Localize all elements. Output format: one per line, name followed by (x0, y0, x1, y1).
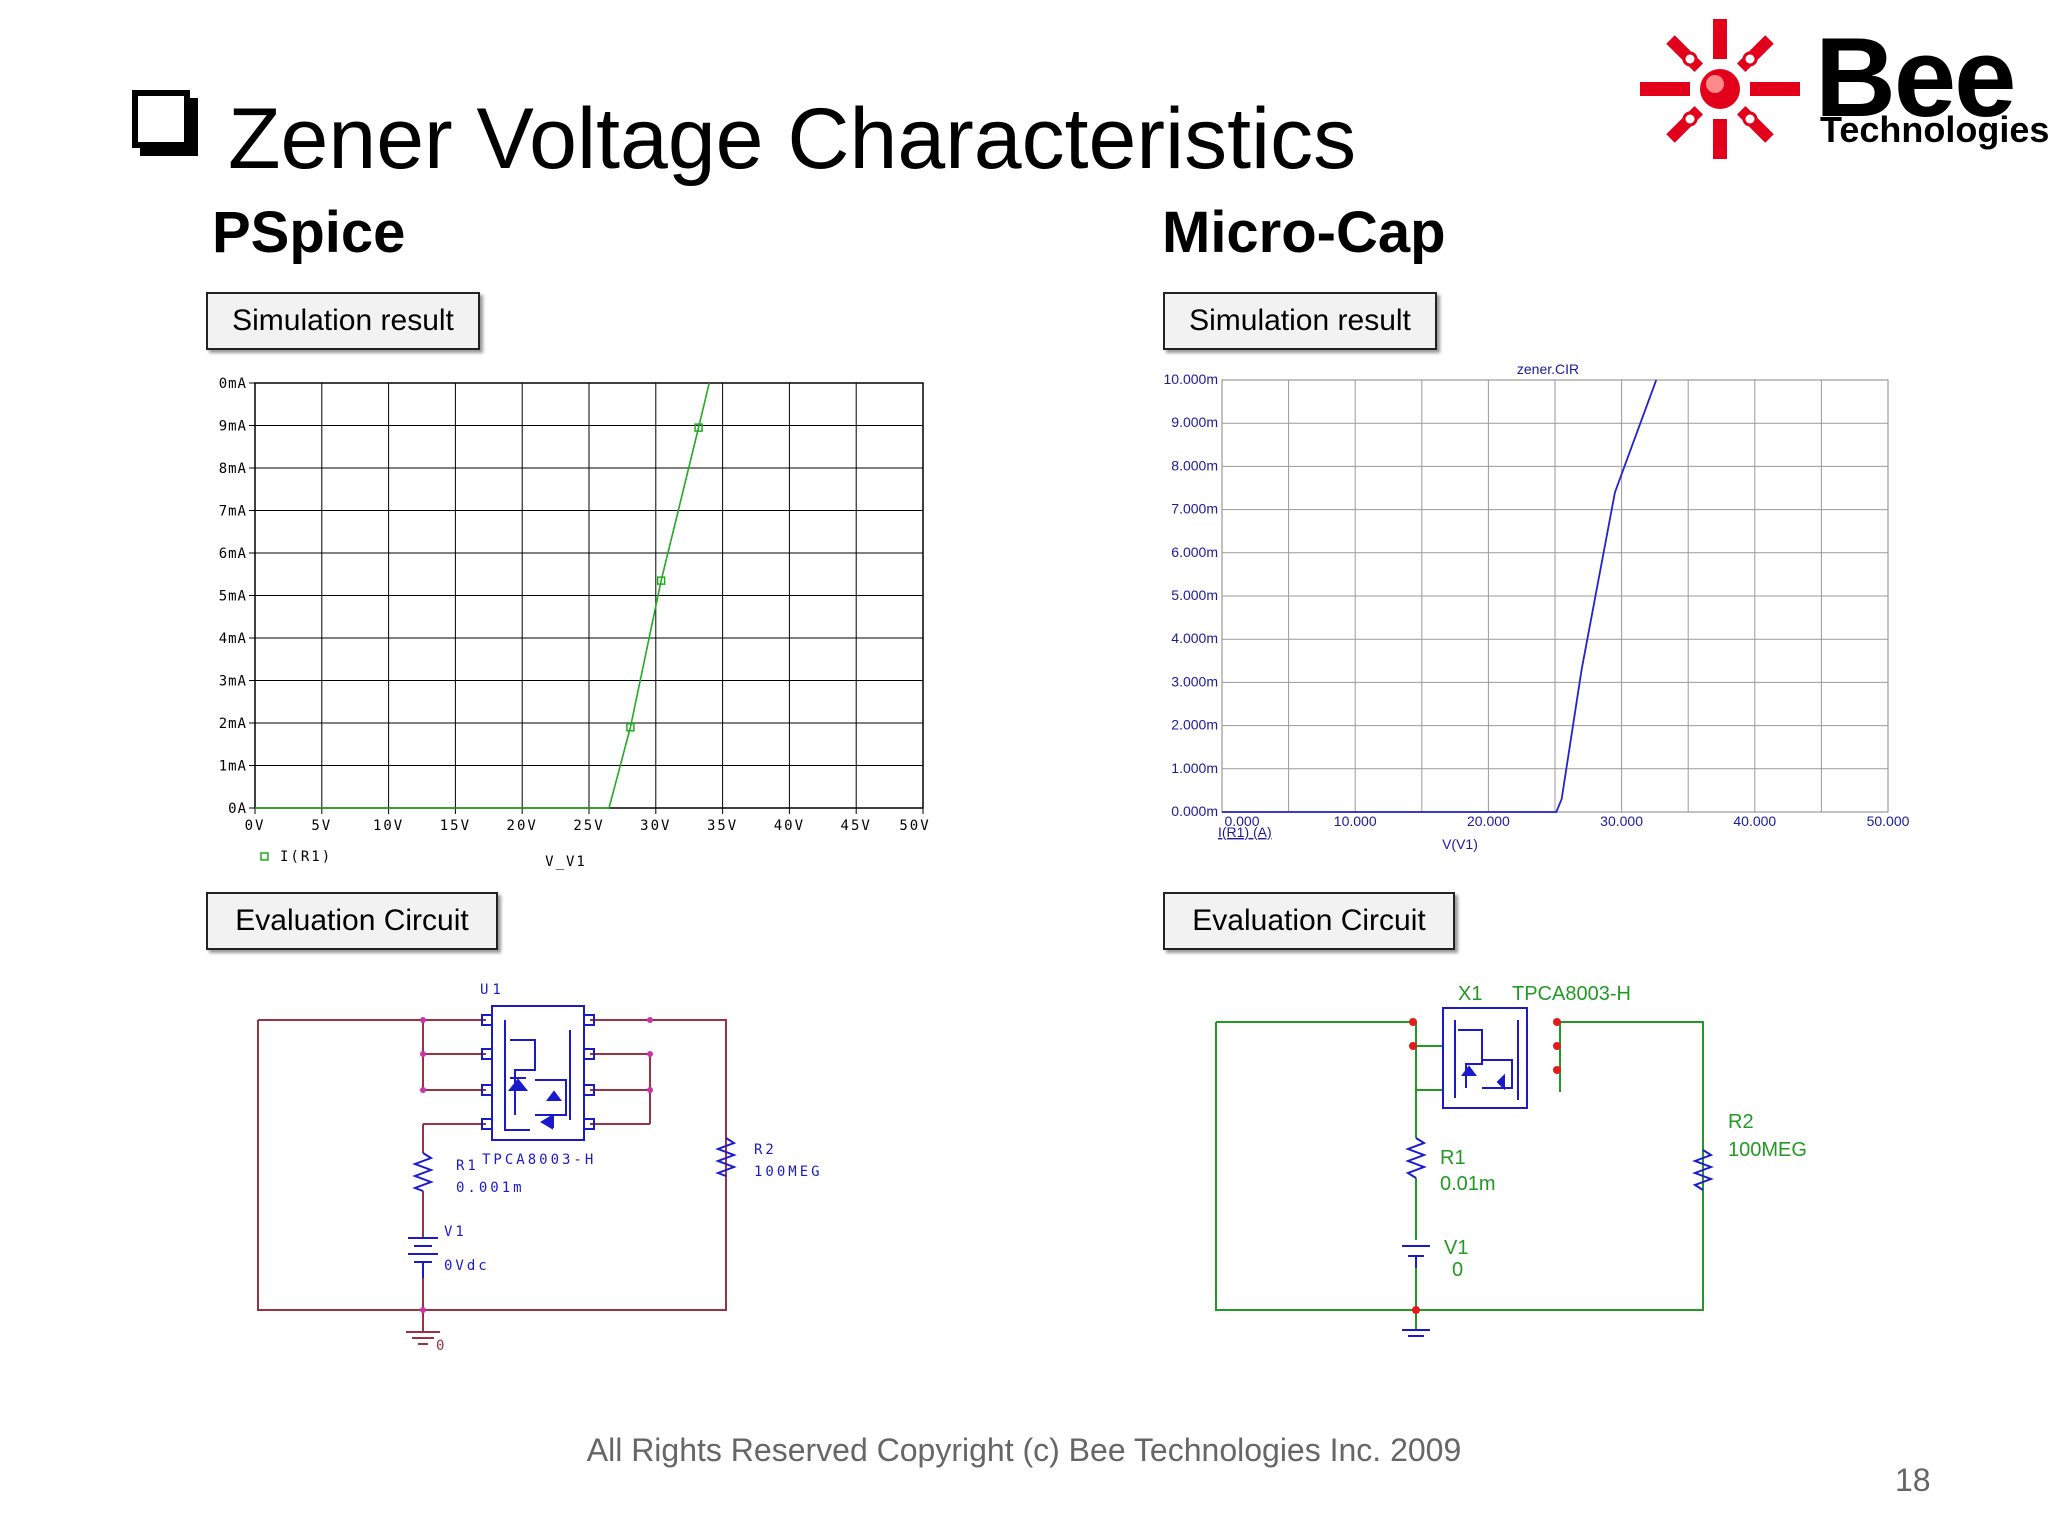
pspice-y-tick-label: 0mA (219, 376, 247, 392)
pspice-y-tick-label: 5mA (219, 589, 247, 605)
pspice-y-tick-label: 3mA (219, 674, 247, 690)
pspice-eval-label: Evaluation Circuit (206, 892, 498, 950)
microcap-x-tick-label: 40.000 (1733, 813, 1776, 829)
microcap-r1-name: R1 (1440, 1147, 1466, 1169)
microcap-ground-icon (1402, 1329, 1430, 1337)
pspice-data-marker (694, 423, 703, 432)
pspice-circuit: U1 TPCA8003-H R1 0.001m R2 100MEG V1 0Vd… (257, 982, 823, 1354)
pspice-v1-symbol (408, 1237, 438, 1278)
pspice-x-tick-label: 25V (573, 818, 604, 834)
pspice-u1-label: U1 (480, 982, 505, 998)
microcap-x-tick-label: 10.000 (1334, 813, 1377, 829)
pspice-r2-value: 100MEG (754, 1164, 823, 1180)
pspice-y-tick-label: 8mA (219, 461, 247, 477)
pspice-r1-name: R1 (456, 1158, 479, 1174)
pspice-r1-symbol (412, 1152, 434, 1192)
pspice-legend: I(R1) (280, 849, 332, 865)
microcap-ic-symbol (1442, 1007, 1528, 1109)
microcap-x1-label: X1 (1458, 983, 1482, 1005)
pspice-y-tick-label: 1mA (219, 759, 247, 775)
pspice-y-tick-label: 6mA (219, 546, 247, 562)
pspice-ic-symbol (481, 1005, 595, 1141)
pspice-ground-icon (406, 1331, 440, 1345)
microcap-x-tick-label: 20.000 (1467, 813, 1510, 829)
pspice-x-tick-label: 0V (245, 818, 266, 834)
pspice-chart: 0V 5V 10V 15V 20V 25V 30V 35V 40V 45V 50V 0A 1mA 2mA 3… (219, 376, 930, 870)
microcap-x-tick-label: 0.000 (1224, 813, 1259, 829)
logo-wordmark: Bee (1815, 15, 2016, 140)
pspice-x-tick-label: 45V (841, 818, 872, 834)
pspice-y-tick-label: 0A (228, 801, 247, 817)
pspice-series-line (255, 382, 711, 809)
microcap-y-tick-label: 2.000m (1171, 717, 1218, 733)
microcap-y-tick-label: 8.000m (1171, 457, 1218, 473)
microcap-y-tick-label: 1.000m (1171, 760, 1218, 776)
microcap-y-tick-label: 6.000m (1171, 544, 1218, 560)
pspice-x-tick-label: 5V (311, 818, 332, 834)
pspice-r2-name: R2 (754, 1142, 777, 1158)
microcap-y-tick-label: 9.000m (1171, 414, 1218, 430)
microcap-v1-symbol (1402, 1245, 1430, 1268)
microcap-v1-name: V1 (1444, 1237, 1468, 1259)
pspice-r1-value: 0.001m (456, 1180, 525, 1196)
bee-logo-icon (1640, 19, 1800, 159)
microcap-part-label: TPCA8003-H (1512, 983, 1631, 1005)
microcap-y-tick-label: 0.000m (1171, 803, 1218, 819)
pspice-r2-symbol (715, 1137, 737, 1177)
microcap-x-tick-label: 30.000 (1600, 813, 1643, 829)
pspice-y-tick-label: 2mA (219, 716, 247, 732)
page-title: Zener Voltage Characteristics (228, 91, 1357, 187)
pspice-part-label: TPCA8003-H (482, 1152, 596, 1168)
pspice-v1-name: V1 (444, 1224, 467, 1240)
microcap-xlabel: V(V1) (1442, 836, 1478, 852)
pspice-sim-label: Simulation result (206, 292, 480, 350)
footer-copyright: All Rights Reserved Copyright (c) Bee Te… (586, 1432, 1462, 1468)
microcap-ylabel: I(R1) (A) (1218, 824, 1272, 840)
pspice-data-marker (656, 576, 666, 585)
pspice-x-tick-label: 50V (899, 818, 930, 834)
microcap-y-tick-label: 10.000m (1164, 371, 1218, 387)
pspice-data-marker (626, 723, 635, 732)
microcap-y-tick-label: 4.000m (1171, 630, 1218, 646)
pspice-legend-marker (260, 852, 269, 861)
microcap-title: zener.CIR (1517, 361, 1579, 377)
pspice-y-tick-label: 4mA (219, 631, 247, 647)
logo-subtitle: Technologies (1820, 109, 2048, 150)
microcap-r2-value: 100MEG (1728, 1139, 1807, 1161)
pspice-heading: PSpice (212, 200, 406, 265)
pspice-x-tick-label: 20V (507, 818, 538, 834)
microcap-r1-symbol (1405, 1137, 1427, 1179)
microcap-y-tick-label: 5.000m (1171, 587, 1218, 603)
microcap-x-tick-label: 50.000 (1867, 813, 1910, 829)
microcap-r1-value: 0.01m (1440, 1173, 1496, 1195)
pspice-x-tick-label: 10V (373, 818, 404, 834)
pspice-y-tick-label: 7mA (219, 504, 247, 520)
microcap-heading: Micro-Cap (1162, 200, 1446, 265)
title-bullet-icon (132, 90, 190, 148)
microcap-r2-symbol (1692, 1149, 1714, 1191)
microcap-y-tick-label: 7.000m (1171, 501, 1218, 517)
microcap-y-tick-label: 3.000m (1171, 673, 1218, 689)
pspice-ground-label: 0 (436, 1338, 444, 1354)
microcap-eval-label: Evaluation Circuit (1163, 892, 1455, 950)
pspice-y-tick-label: 9mA (219, 419, 247, 435)
page-number: 18 (1895, 1462, 1931, 1498)
pspice-xlabel: V_V1 (545, 854, 587, 870)
microcap-r2-name: R2 (1728, 1111, 1754, 1133)
pspice-v1-value: 0Vdc (444, 1258, 490, 1274)
microcap-series-line (1222, 379, 1658, 813)
microcap-sim-label: Simulation result (1163, 292, 1437, 350)
pspice-x-tick-label: 15V (440, 818, 471, 834)
microcap-chart: zener.CIR 0.000m 1.000m 2.000m 3.000m 4.000m… (1164, 361, 1910, 852)
microcap-circuit: X1 TPCA8003-H R1 0.01m R2 100MEG V1 0 (1215, 983, 1807, 1337)
pspice-x-tick-label: 35V (707, 818, 738, 834)
pspice-x-tick-label: 40V (774, 818, 805, 834)
microcap-v1-value: 0 (1452, 1259, 1463, 1281)
pspice-x-tick-label: 30V (640, 818, 671, 834)
